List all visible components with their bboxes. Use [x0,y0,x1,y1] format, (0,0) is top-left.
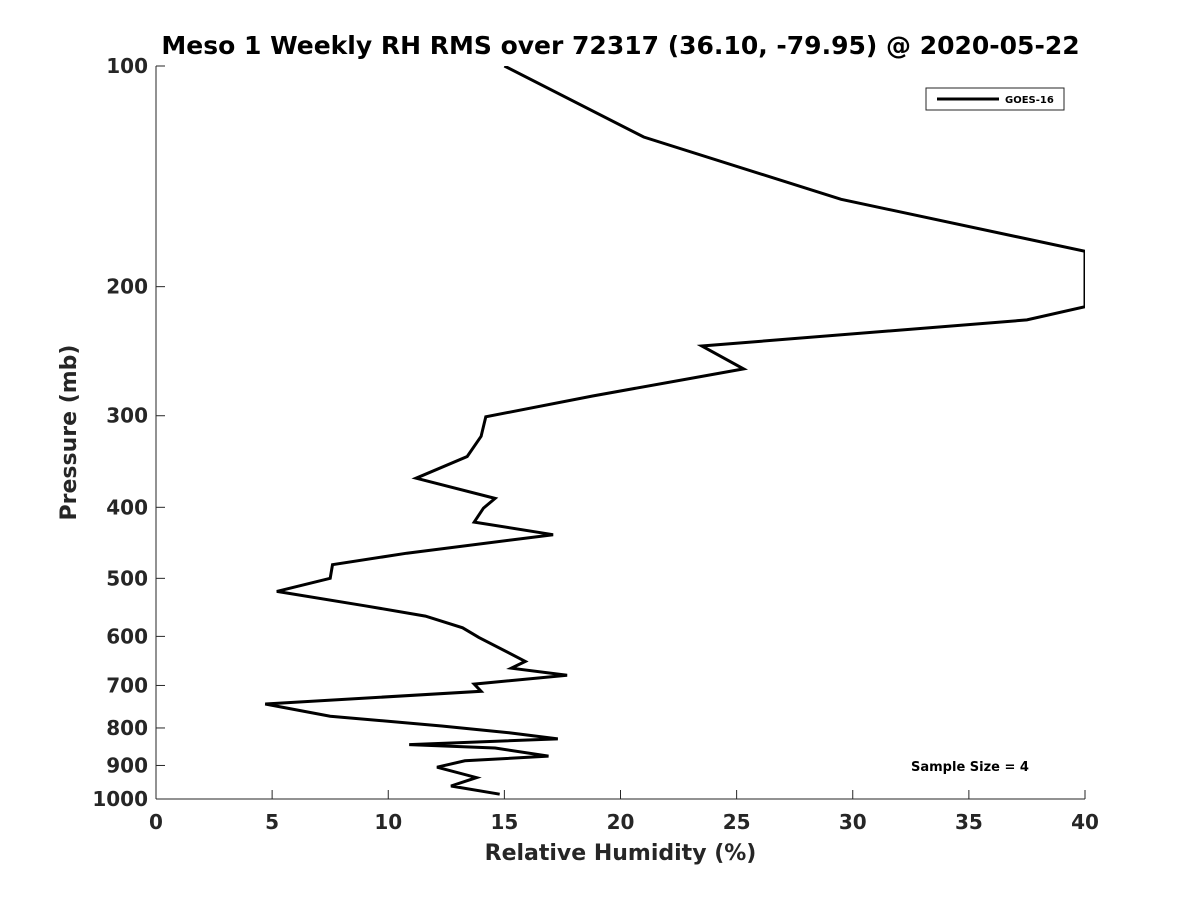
x-tick-label: 20 [607,810,635,834]
y-tick-label: 100 [106,54,148,78]
x-tick-label: 0 [149,810,163,834]
x-tick-label: 10 [374,810,402,834]
y-tick-label: 600 [106,624,148,648]
y-axis-label: Pressure (mb) [57,345,82,521]
legend-label: GOES-16 [1005,95,1054,106]
y-tick-label: 400 [106,495,148,519]
y-tick-label: 900 [106,753,148,777]
x-tick-label: 5 [265,810,279,834]
x-tick-label: 35 [955,810,983,834]
series-layer [264,66,1085,796]
x-tick-label: 30 [839,810,867,834]
axes [155,66,1085,800]
y-tick-label: 300 [106,404,148,428]
x-axis-label: Relative Humidity (%) [485,841,757,866]
y-tick-label: 700 [106,673,148,697]
y-tick-label: 500 [106,566,148,590]
y-tick-label: 800 [106,716,148,740]
x-tick-label: 40 [1071,810,1099,834]
legend: GOES-16 [925,87,1065,111]
x-tick-label: 25 [723,810,751,834]
ticks: 0 5 10 15 20 25 30 35 40 100 200 300 400 500 600 700 800… [92,54,1099,834]
y-tick-label: 200 [106,275,148,299]
series-line-goes-16 [264,66,1085,796]
chart-title: Meso 1 Weekly RH RMS over 72317 (36.10, … [161,31,1079,60]
sample-size-annotation: Sample Size = 4 [911,760,1029,775]
y-tick-label: 1000 [92,787,148,811]
x-tick-label: 15 [490,810,518,834]
